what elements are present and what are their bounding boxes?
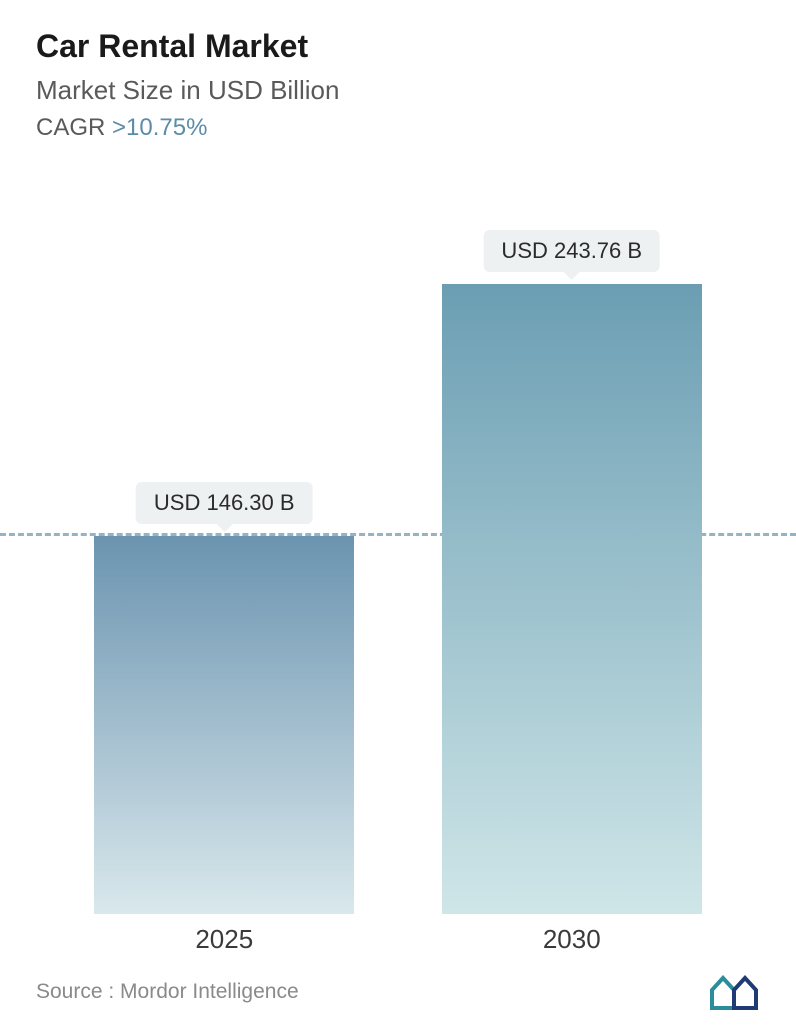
- chart-footer: Source : Mordor Intelligence: [36, 974, 760, 1010]
- bar-2030: USD 243.76 B: [442, 284, 702, 914]
- bar-fill: [94, 536, 354, 914]
- chart-title: Car Rental Market: [36, 28, 760, 65]
- x-label-2030: 2030: [543, 924, 601, 955]
- chart-subtitle: Market Size in USD Billion: [36, 75, 760, 106]
- cagr-value: >10.75%: [112, 114, 207, 141]
- bar-fill: [442, 284, 702, 914]
- value-badge: USD 146.30 B: [136, 482, 313, 524]
- mordor-logo-icon: [710, 974, 760, 1010]
- chart-plot: USD 146.30 B USD 243.76 B: [36, 190, 760, 914]
- bar-2025: USD 146.30 B: [94, 536, 354, 914]
- value-badge: USD 243.76 B: [483, 230, 660, 272]
- x-label-2025: 2025: [195, 924, 253, 955]
- chart-header: Car Rental Market Market Size in USD Bil…: [0, 0, 796, 142]
- source-text: Source : Mordor Intelligence: [36, 980, 299, 1004]
- chart-area: USD 146.30 B USD 243.76 B: [0, 190, 796, 914]
- x-axis-labels: 2025 2030: [36, 924, 760, 964]
- cagr-label: CAGR: [36, 114, 112, 141]
- cagr-line: CAGR >10.75%: [36, 114, 760, 142]
